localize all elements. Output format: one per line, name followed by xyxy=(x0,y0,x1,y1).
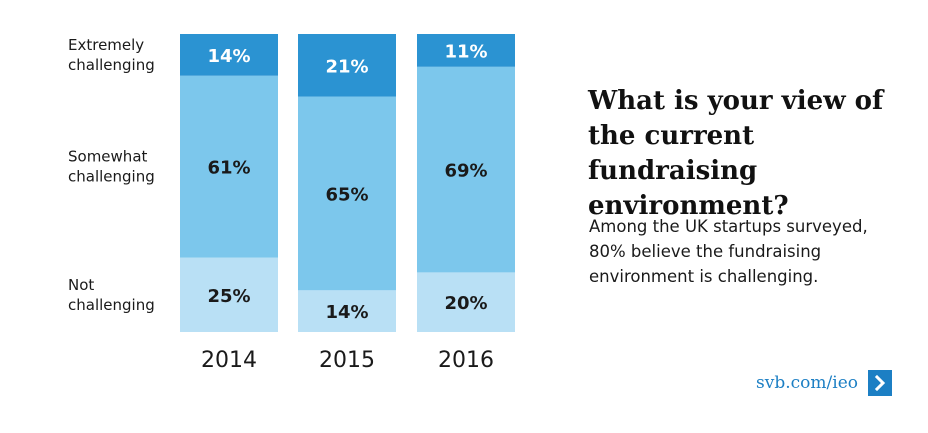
stacked-bar-chart: 25% 61% 14% 2014 14% 65% 21% 2015 20% 69% 11% 2016 N… xyxy=(68,34,515,373)
legend-label: Extremely challenging xyxy=(68,36,155,74)
bar-segment-2014-not-challenging xyxy=(180,257,278,332)
data-label: 20% xyxy=(444,293,487,314)
bar-segment-2016-not-challenging xyxy=(417,272,515,332)
data-label: 21% xyxy=(325,56,368,77)
x-tick-label: 2015 xyxy=(319,348,375,373)
x-tick-label: 2016 xyxy=(438,348,494,373)
data-label: 65% xyxy=(325,184,368,205)
svb-link[interactable]: svb.com/ieo xyxy=(756,373,858,393)
legend-label: Not challenging xyxy=(68,276,155,314)
bar-segment-2016-extremely-challenging xyxy=(417,34,515,67)
chevron-right-icon[interactable] xyxy=(868,370,892,396)
data-label: 11% xyxy=(444,41,487,62)
data-label: 14% xyxy=(325,302,368,323)
bar-segment-2016-somewhat-challenging xyxy=(417,66,515,273)
bar-segment-2014-somewhat-challenging xyxy=(180,75,278,258)
bar-segment-2014-extremely-challenging xyxy=(180,34,278,76)
data-label: 25% xyxy=(207,286,250,307)
data-label: 61% xyxy=(207,158,250,179)
data-label: 69% xyxy=(444,161,487,182)
link-row[interactable]: svb.com/ieo xyxy=(756,370,892,396)
legend-label: Somewhat challenging xyxy=(68,148,155,186)
chart-description: Among the UK startups surveyed, 80% beli… xyxy=(589,217,868,286)
x-tick-label: 2014 xyxy=(201,348,257,373)
bar-segment-2015-not-challenging xyxy=(298,290,396,332)
bar-segment-2015-somewhat-challenging xyxy=(298,96,396,291)
chart-title: What is your view of the current fundrai… xyxy=(588,86,884,221)
data-label: 14% xyxy=(207,46,250,67)
bar-segment-2015-extremely-challenging xyxy=(298,34,396,97)
